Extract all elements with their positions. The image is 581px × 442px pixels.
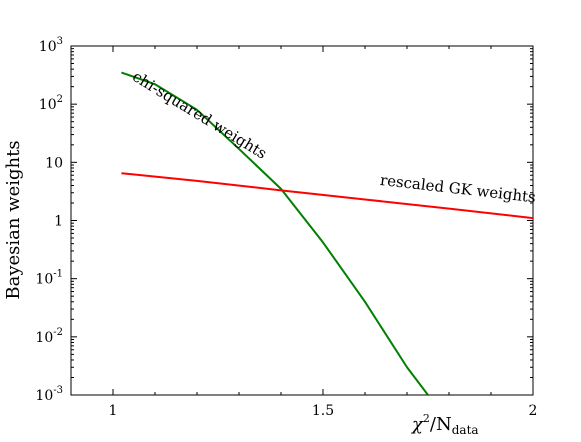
plot-frame [70, 45, 534, 396]
x-tick-label: 1.5 [312, 403, 334, 419]
series-line-1 [121, 172, 533, 220]
annotation-layer: chi-squared weights rescaled GK weights [129, 67, 537, 206]
y-tick-label: 102 [39, 94, 63, 113]
y-tick-label: 1 [54, 214, 63, 230]
series-layer [121, 71, 533, 395]
series-annotation: chi-squared weights [129, 67, 270, 162]
y-tick-label: 10-2 [35, 327, 63, 346]
y-tick-label: 103 [39, 36, 63, 55]
series-annotation: rescaled GK weights [379, 171, 537, 206]
y-tick-label: 10-3 [35, 385, 63, 404]
y-tick-label: 10 [45, 155, 63, 171]
x-tick-label: 2 [529, 403, 538, 419]
y-axis-label: Bayesian weights [3, 140, 24, 299]
y-tick-label: 10-1 [35, 269, 63, 288]
series-line-0 [121, 71, 429, 395]
x-tick-label: 1 [109, 403, 118, 419]
x-axis-label: χ2/Ndata [410, 412, 479, 437]
